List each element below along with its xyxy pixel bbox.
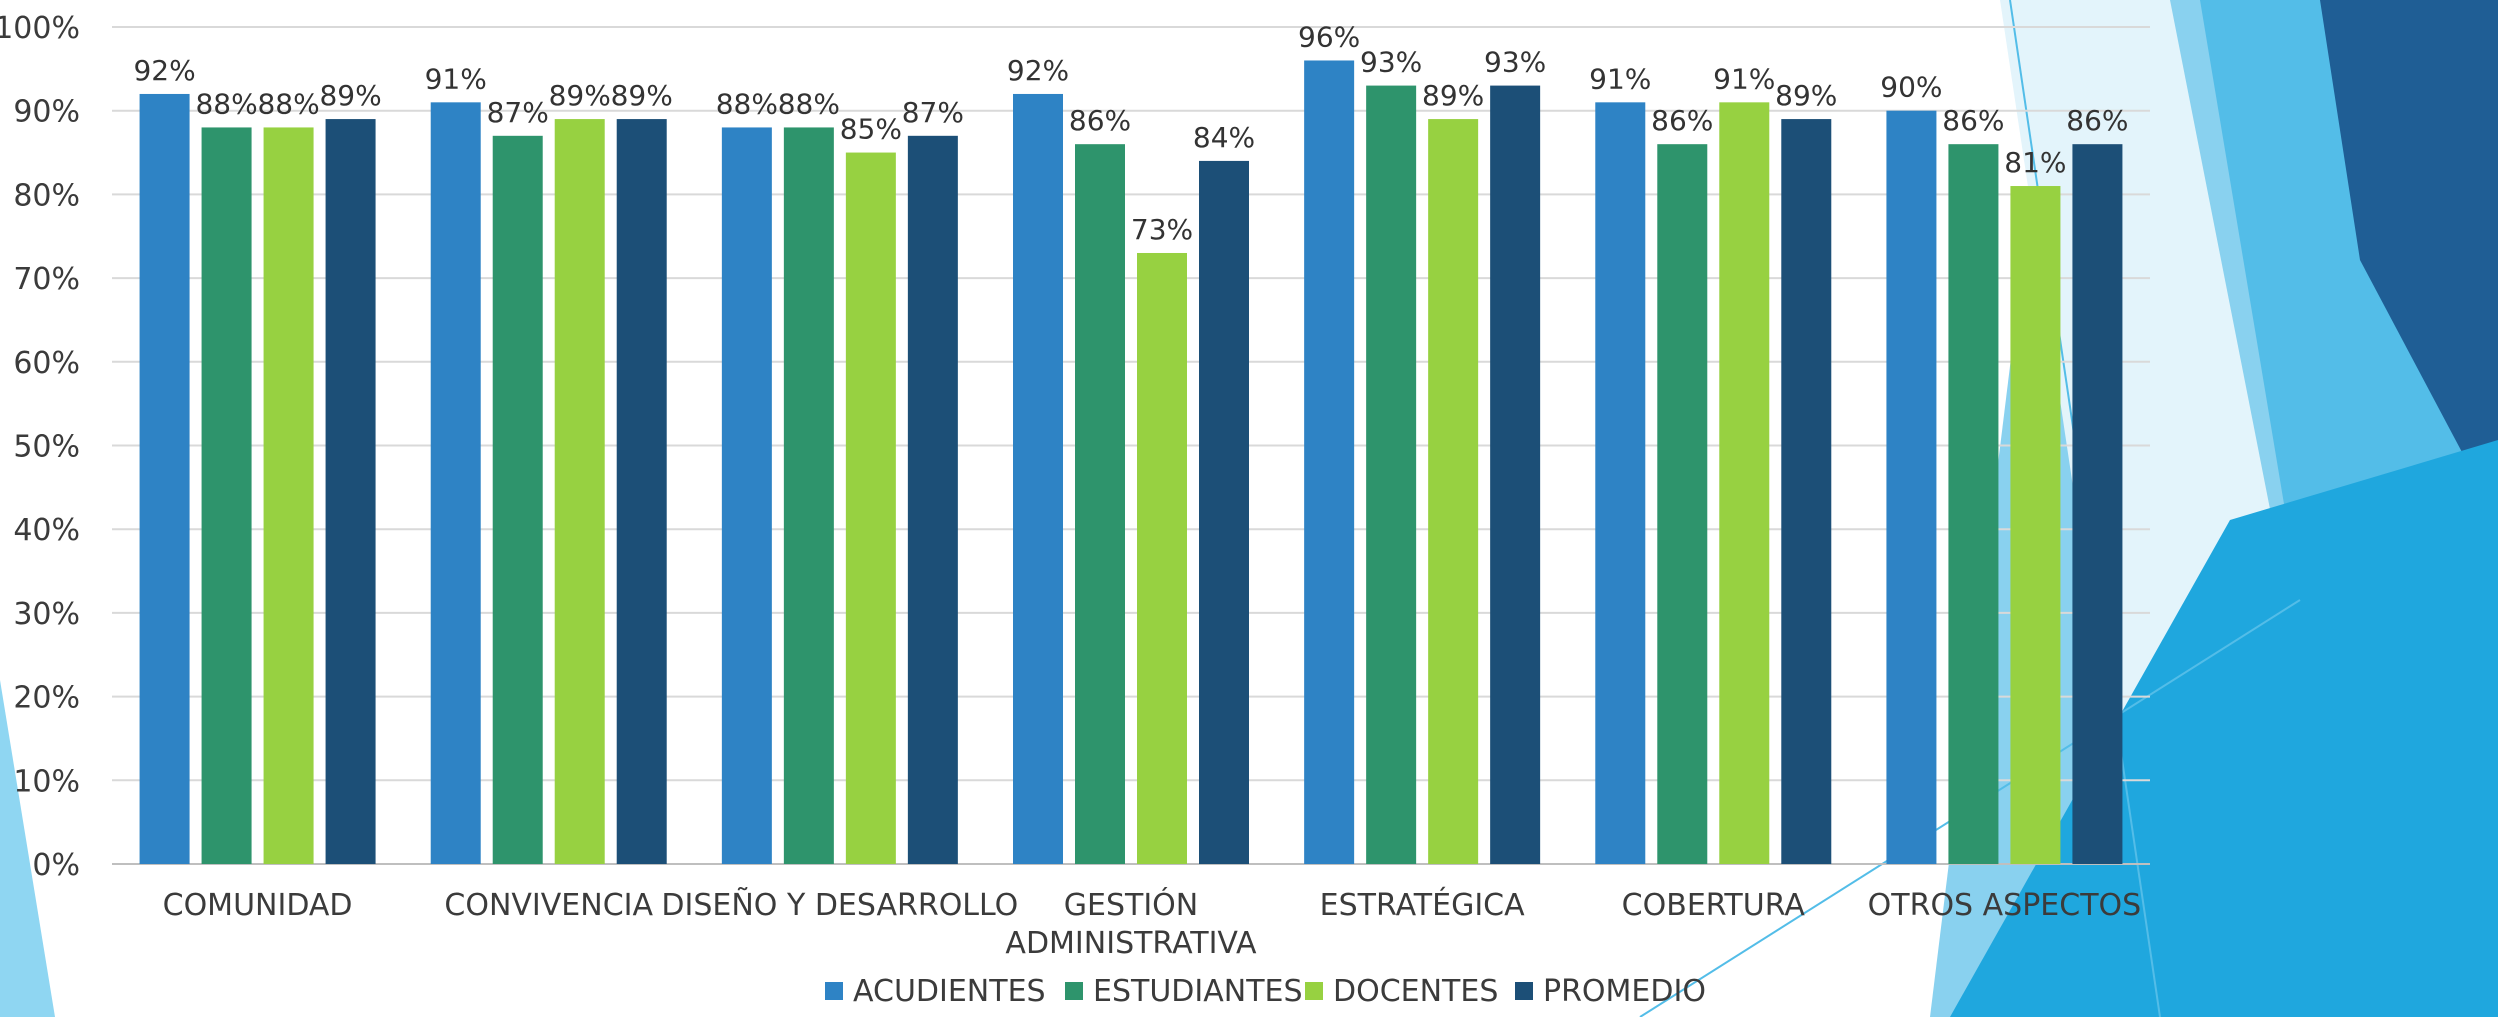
x-axis: COMUNIDAD CONVIVENCIA DISEÑO Y DESARROLLO G… — [163, 886, 2142, 961]
bars — [139, 60, 2123, 865]
y-tick-label: 40% — [13, 513, 80, 548]
data-label: 88% — [778, 87, 840, 120]
bar — [1490, 85, 1541, 865]
data-label: 91% — [425, 62, 487, 95]
data-label: 89% — [1775, 79, 1837, 112]
bg-triangle-left — [0, 680, 55, 1017]
data-label: 89% — [1422, 79, 1484, 112]
bar — [845, 152, 896, 865]
bar — [907, 135, 958, 864]
data-label: 90% — [1880, 71, 1942, 104]
data-label: 86% — [1069, 104, 1131, 137]
bar — [1719, 102, 1770, 864]
bar — [492, 135, 543, 864]
data-label: 86% — [1942, 104, 2004, 137]
bar — [616, 119, 667, 864]
category-label: DISEÑO Y DESARROLLO — [661, 887, 1018, 923]
category-label: ESTRATÉGICA — [1320, 887, 1525, 923]
y-tick-label: 90% — [13, 95, 80, 130]
data-label: 84% — [1193, 121, 1255, 154]
data-label: 85% — [840, 113, 902, 146]
data-label: 89% — [319, 79, 381, 112]
y-tick-label: 70% — [13, 262, 80, 297]
data-label: 89% — [549, 79, 611, 112]
bar — [1137, 252, 1187, 865]
y-tick-label: 50% — [13, 430, 80, 465]
bar — [721, 127, 772, 864]
gridlines — [112, 26, 2150, 865]
data-label: 88% — [257, 87, 319, 120]
legend-swatch — [1065, 982, 1083, 1000]
data-label: 92% — [1007, 54, 1069, 87]
bar — [783, 127, 834, 864]
legend-label: ACUDIENTES — [853, 974, 1046, 1009]
legend-swatch — [1515, 982, 1533, 1000]
category-label: CONVIVENCIA — [444, 888, 653, 923]
y-tick-label: 10% — [13, 764, 80, 799]
bar — [1595, 102, 1646, 864]
bar — [263, 127, 314, 864]
data-label: 86% — [2066, 104, 2128, 137]
bar — [1304, 60, 1355, 865]
bar — [1886, 110, 1937, 864]
data-labels: 92%88% 88% 89%91%87%89% 89% 88% 88%85%87%92%8… — [133, 20, 2128, 246]
y-tick-label: 100% — [0, 11, 80, 46]
bar — [139, 93, 190, 864]
data-label: 87% — [487, 96, 549, 129]
y-tick-label: 60% — [13, 346, 80, 381]
category-label: COMUNIDAD — [163, 888, 353, 923]
legend-swatch — [825, 982, 843, 1000]
bar — [1428, 119, 1479, 864]
legend-label: PROMEDIO — [1543, 974, 1706, 1009]
data-label: 81% — [2004, 146, 2066, 179]
data-label: 73% — [1131, 213, 1193, 246]
bar — [1013, 93, 1063, 864]
data-label: 88% — [195, 87, 257, 120]
data-label: 91% — [1589, 62, 1651, 95]
data-label: 92% — [133, 54, 195, 87]
data-label: 91% — [1713, 62, 1775, 95]
bg-triangle-dark — [2320, 0, 2498, 520]
data-label: 89% — [611, 79, 673, 112]
legend-label: ESTUDIANTES — [1093, 974, 1303, 1009]
data-label: 93% — [1484, 46, 1546, 79]
data-label: 96% — [1298, 20, 1360, 53]
bar — [1781, 119, 1832, 864]
y-tick-label: 30% — [13, 597, 80, 632]
category-label: COBERTURA — [1622, 888, 1806, 923]
bar — [2072, 144, 2123, 864]
bar — [201, 127, 252, 864]
bar — [2010, 186, 2061, 864]
legend-swatch — [1305, 982, 1323, 1000]
bar — [554, 119, 605, 864]
legend: ACUDIENTES ESTUDIANTES DOCENTES PROMEDIO — [825, 974, 1706, 1009]
data-label: 88% — [716, 87, 778, 120]
y-tick-label: 80% — [13, 178, 80, 213]
data-label: 87% — [902, 96, 964, 129]
bar — [325, 119, 376, 864]
category-label: OTROS ASPECTOS — [1868, 888, 2142, 923]
bar — [1657, 144, 1708, 864]
bg-triangle-bottom — [1950, 440, 2498, 1017]
category-label: GESTIÓN — [1064, 886, 1198, 923]
bar — [1075, 144, 1125, 864]
y-tick-label: 0% — [32, 848, 80, 883]
legend-label: DOCENTES — [1333, 974, 1498, 1009]
data-label: 93% — [1360, 46, 1422, 79]
bar — [1366, 85, 1417, 865]
data-label: 86% — [1651, 104, 1713, 137]
bar — [1948, 144, 1999, 864]
bar — [430, 102, 481, 864]
bar — [1199, 160, 1249, 865]
y-axis: 0% 10% 20% 30% 40% 50% 60% 70% 80% 90% 100% — [0, 11, 80, 883]
category-label: ADMINISTRATIVA — [1005, 926, 1257, 961]
y-tick-label: 20% — [13, 681, 80, 716]
